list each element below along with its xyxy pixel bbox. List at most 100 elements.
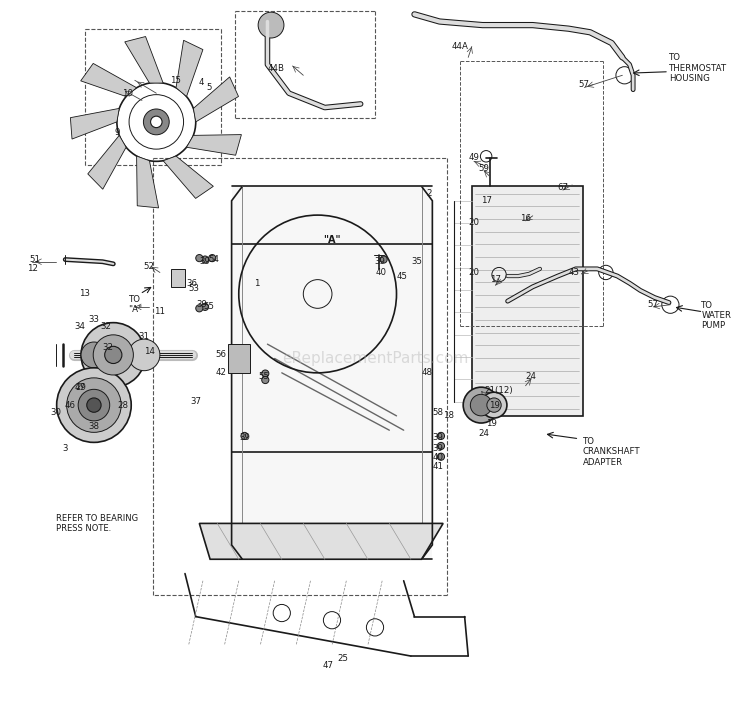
Text: 57: 57 xyxy=(648,300,658,309)
Text: 17: 17 xyxy=(490,275,501,284)
Text: REFER TO BEARING
PRESS NOTE.: REFER TO BEARING PRESS NOTE. xyxy=(56,513,138,533)
Text: 24: 24 xyxy=(478,429,490,438)
Text: 58: 58 xyxy=(433,408,443,417)
Circle shape xyxy=(437,442,445,450)
Text: 30: 30 xyxy=(50,408,62,417)
Polygon shape xyxy=(200,523,443,559)
Text: 46: 46 xyxy=(64,401,76,409)
Text: 39: 39 xyxy=(433,433,443,442)
Text: TO
WATER
PUMP: TO WATER PUMP xyxy=(701,300,731,331)
Circle shape xyxy=(173,274,182,282)
Text: 13: 13 xyxy=(79,290,90,298)
Text: 19: 19 xyxy=(488,401,500,409)
Polygon shape xyxy=(70,108,119,139)
Polygon shape xyxy=(81,63,136,97)
Circle shape xyxy=(470,394,492,416)
Text: 49: 49 xyxy=(469,153,479,162)
Text: 48: 48 xyxy=(421,369,432,377)
Text: 43: 43 xyxy=(568,268,580,277)
Text: 45: 45 xyxy=(397,272,408,280)
Circle shape xyxy=(487,398,501,412)
Text: 21(12): 21(12) xyxy=(484,386,513,395)
Text: 28: 28 xyxy=(117,401,128,409)
Circle shape xyxy=(81,323,146,387)
Circle shape xyxy=(241,432,248,440)
Text: 24: 24 xyxy=(526,372,537,381)
Text: 35: 35 xyxy=(411,257,422,266)
Polygon shape xyxy=(194,77,238,122)
Text: 47: 47 xyxy=(74,383,85,391)
Text: 67: 67 xyxy=(557,184,568,192)
Polygon shape xyxy=(164,156,213,199)
Circle shape xyxy=(128,339,160,371)
Text: 9: 9 xyxy=(114,128,119,137)
Circle shape xyxy=(93,335,134,375)
Circle shape xyxy=(464,387,499,423)
Text: 39: 39 xyxy=(199,257,210,266)
Text: 32: 32 xyxy=(103,343,114,352)
Text: 18: 18 xyxy=(442,412,454,420)
Text: 39: 39 xyxy=(239,433,250,442)
Text: 55: 55 xyxy=(203,303,214,311)
Bar xyxy=(232,186,432,559)
Text: 37: 37 xyxy=(190,397,201,406)
Circle shape xyxy=(105,346,122,364)
Text: 55: 55 xyxy=(258,372,269,381)
Text: TO
CRANKSHAFT
ADAPTER: TO CRANKSHAFT ADAPTER xyxy=(583,437,640,467)
Text: 14: 14 xyxy=(144,347,154,356)
Text: 1: 1 xyxy=(254,279,260,288)
Text: 36: 36 xyxy=(187,279,198,288)
Circle shape xyxy=(151,116,162,128)
Bar xyxy=(228,344,250,373)
Circle shape xyxy=(262,376,269,384)
Polygon shape xyxy=(136,156,158,208)
Circle shape xyxy=(202,303,208,310)
Circle shape xyxy=(87,398,101,412)
Text: 34: 34 xyxy=(74,322,85,331)
Text: 33: 33 xyxy=(88,315,100,323)
Text: 40: 40 xyxy=(375,268,386,277)
Text: 3: 3 xyxy=(62,444,68,452)
Polygon shape xyxy=(124,37,164,83)
Circle shape xyxy=(481,392,507,418)
Text: 11: 11 xyxy=(154,308,166,316)
Text: 20: 20 xyxy=(469,218,479,227)
Polygon shape xyxy=(171,269,185,287)
Text: 56: 56 xyxy=(215,351,226,359)
Text: 38: 38 xyxy=(88,422,100,431)
Text: 39: 39 xyxy=(374,257,386,266)
Text: 51: 51 xyxy=(29,255,40,264)
Text: 5: 5 xyxy=(206,83,212,92)
Text: 31: 31 xyxy=(139,333,150,341)
Text: 15: 15 xyxy=(170,76,182,85)
Circle shape xyxy=(262,370,269,377)
Text: 12: 12 xyxy=(27,265,38,273)
Circle shape xyxy=(196,305,203,312)
Text: 44B: 44B xyxy=(268,64,284,72)
Circle shape xyxy=(78,389,110,421)
Text: 17: 17 xyxy=(481,196,492,205)
Text: 41: 41 xyxy=(433,462,443,470)
Text: 39: 39 xyxy=(433,444,443,452)
Circle shape xyxy=(258,12,284,38)
Text: 25: 25 xyxy=(338,654,348,663)
Circle shape xyxy=(67,378,122,432)
Text: "A": "A" xyxy=(323,235,340,245)
Text: 57: 57 xyxy=(579,80,590,89)
Text: 19: 19 xyxy=(486,419,496,427)
Circle shape xyxy=(209,255,216,262)
Text: 54: 54 xyxy=(209,255,219,264)
Text: 29: 29 xyxy=(76,383,86,391)
Text: 52: 52 xyxy=(144,262,154,271)
Text: TO
THERMOSTAT
HOUSING: TO THERMOSTAT HOUSING xyxy=(669,53,727,83)
Circle shape xyxy=(437,453,445,460)
Text: 42: 42 xyxy=(215,369,226,377)
Text: 16: 16 xyxy=(520,214,531,223)
Polygon shape xyxy=(88,136,126,189)
Text: 10: 10 xyxy=(122,89,134,98)
Polygon shape xyxy=(176,40,203,97)
Text: eReplacementParts.com: eReplacementParts.com xyxy=(282,351,468,366)
Circle shape xyxy=(143,109,170,135)
Circle shape xyxy=(57,368,131,442)
Text: 20: 20 xyxy=(469,268,479,277)
